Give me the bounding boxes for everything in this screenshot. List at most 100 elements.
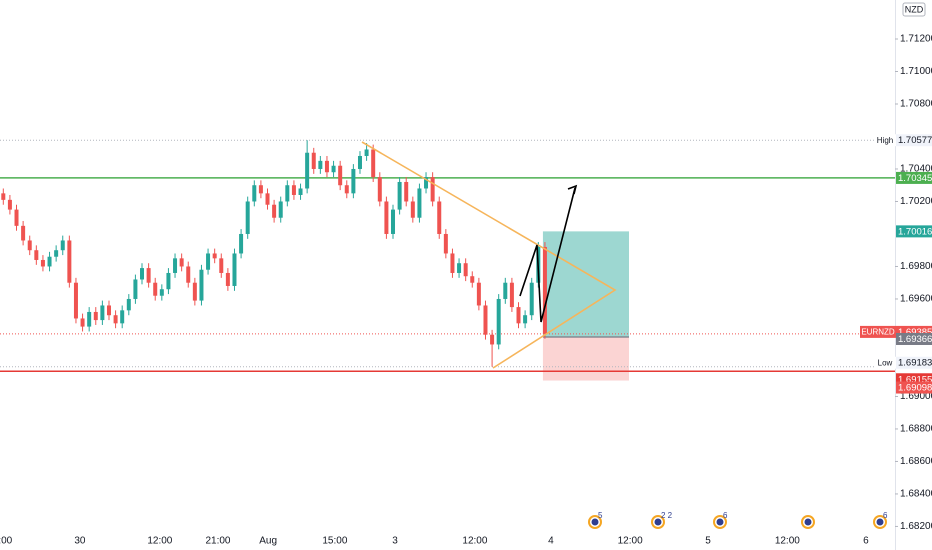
candle-body bbox=[523, 315, 528, 324]
candle-body bbox=[60, 240, 65, 251]
candle-body bbox=[258, 185, 263, 194]
candle-body bbox=[285, 185, 290, 202]
candle-body bbox=[430, 177, 435, 202]
candle-body bbox=[437, 201, 442, 234]
candle-body bbox=[239, 233, 244, 254]
candle-body bbox=[179, 258, 184, 267]
y-tick-label: 1.70400 bbox=[900, 164, 932, 175]
currency-badge bbox=[902, 2, 926, 17]
candle-body bbox=[54, 250, 59, 257]
candle-body bbox=[490, 334, 495, 345]
candle-body bbox=[470, 276, 475, 283]
price-tag-text: 1.69366 bbox=[898, 334, 932, 345]
x-tick-label: 12:00 bbox=[147, 536, 172, 547]
candle-body bbox=[278, 201, 283, 218]
candle-body bbox=[318, 160, 323, 169]
candle-body bbox=[384, 201, 389, 234]
candle-body bbox=[40, 259, 45, 267]
candle-body bbox=[496, 298, 501, 345]
event-flag bbox=[591, 518, 599, 526]
candle-body bbox=[27, 240, 32, 251]
candle-body bbox=[516, 307, 521, 324]
y-tick-label: 1.69000 bbox=[900, 391, 932, 402]
event-flag bbox=[716, 518, 724, 526]
projection-arrow bbox=[519, 187, 576, 323]
candle-body bbox=[457, 263, 462, 273]
candle-body bbox=[113, 315, 118, 324]
price-tag-text: 1.70345 bbox=[898, 173, 932, 184]
candle-body bbox=[14, 209, 19, 226]
price-tag bbox=[896, 332, 932, 345]
price-tag bbox=[896, 381, 932, 394]
price-tag-name-text: Low bbox=[878, 358, 893, 367]
candle-body bbox=[291, 185, 296, 195]
candle-body bbox=[212, 253, 217, 259]
candle-body bbox=[21, 225, 26, 241]
y-tick-label: 1.69800 bbox=[900, 261, 932, 272]
candle-body bbox=[140, 268, 145, 280]
event-flag bbox=[876, 518, 884, 526]
event-count: 5 bbox=[598, 511, 603, 520]
candle-body bbox=[311, 152, 316, 169]
candle-body bbox=[166, 272, 171, 290]
x-tick-label: 30 bbox=[74, 536, 86, 547]
candle-body bbox=[371, 149, 376, 178]
candle-body bbox=[192, 282, 197, 301]
price-tag bbox=[896, 134, 932, 147]
price-tag-name bbox=[874, 134, 896, 147]
event-count: 6 bbox=[723, 511, 728, 520]
candle-body bbox=[298, 188, 303, 195]
y-tick-label: 1.69600 bbox=[900, 294, 932, 305]
candle-body bbox=[364, 149, 369, 156]
candle-body bbox=[199, 269, 204, 301]
y-tick-label: 1.71000 bbox=[900, 66, 932, 77]
candle-body bbox=[93, 311, 98, 321]
x-tick-label: 6 bbox=[863, 536, 869, 547]
price-tag-name-text: EURNZD bbox=[861, 328, 895, 337]
event-flag bbox=[654, 518, 662, 526]
candle-body bbox=[417, 188, 422, 218]
candle-body bbox=[146, 268, 151, 283]
candle-body bbox=[377, 177, 382, 202]
arrow-head bbox=[567, 184, 578, 195]
candle-body bbox=[397, 181, 402, 210]
candle-body bbox=[186, 266, 191, 283]
event-markers: 5 2 2 6 6 bbox=[588, 511, 888, 529]
candle-body bbox=[391, 209, 396, 234]
y-tick-label: 1.68600 bbox=[900, 456, 932, 467]
price-tag-text: 1.69385 bbox=[898, 327, 932, 338]
candle-body bbox=[542, 246, 547, 334]
price-tag-text: 1.69183 bbox=[898, 358, 932, 369]
candle-body bbox=[153, 282, 158, 296]
candle-body bbox=[351, 168, 356, 194]
x-tick-label: 12:00 bbox=[775, 536, 800, 547]
triangle-pattern bbox=[361, 141, 617, 369]
candle-body bbox=[73, 282, 78, 319]
candle-body bbox=[106, 305, 111, 316]
price-tag-text: 1.69155 bbox=[898, 374, 932, 385]
candle-body bbox=[80, 318, 85, 327]
candle-body bbox=[87, 311, 92, 327]
y-tick-label: 1.71200 bbox=[900, 34, 932, 45]
candle-body bbox=[245, 201, 250, 234]
candle-body bbox=[324, 160, 329, 173]
candle-body bbox=[463, 263, 468, 277]
price-tag bbox=[896, 225, 932, 238]
candle-body bbox=[509, 282, 514, 308]
candle-body bbox=[219, 258, 224, 273]
candle-body bbox=[483, 305, 488, 335]
x-tick-label: 21:00 bbox=[205, 536, 230, 547]
candle-body bbox=[173, 258, 178, 273]
plot-area bbox=[0, 139, 895, 381]
price-tag-text: 1.70577 bbox=[898, 135, 932, 146]
x-tick-label: 5 bbox=[705, 536, 711, 547]
candle-body bbox=[357, 155, 362, 169]
candle-body bbox=[1, 193, 6, 200]
x-tick-label: 3 bbox=[392, 536, 398, 547]
candle-body bbox=[529, 282, 534, 316]
candle-body bbox=[100, 305, 105, 321]
candle-body bbox=[410, 201, 415, 218]
candle-body bbox=[305, 152, 310, 189]
